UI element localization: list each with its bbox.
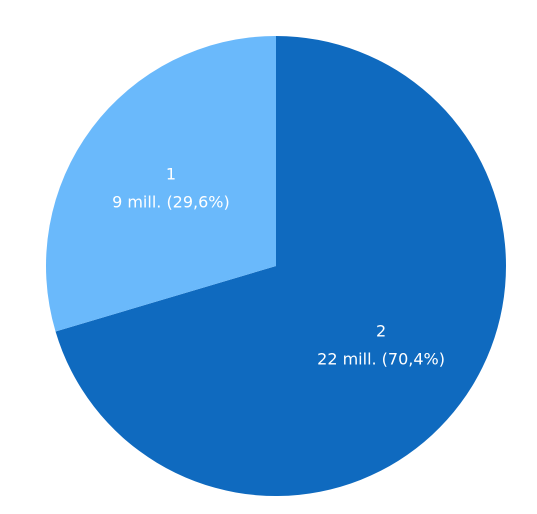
slice-value-label-1: 9 mill. (29,6%) (112, 193, 230, 212)
pie-slice-2[interactable] (55, 36, 507, 496)
pie-slice-1[interactable] (46, 36, 277, 332)
slice-value-label-2: 22 mill. (70,4%) (317, 349, 445, 368)
slice-category-label-2: 2 (376, 321, 386, 340)
slice-category-label-1: 1 (166, 165, 176, 184)
pie-slices (46, 36, 507, 496)
pie-labels: 2 22 mill. (70,4%) 1 9 mill. (29,6%) (112, 165, 445, 369)
